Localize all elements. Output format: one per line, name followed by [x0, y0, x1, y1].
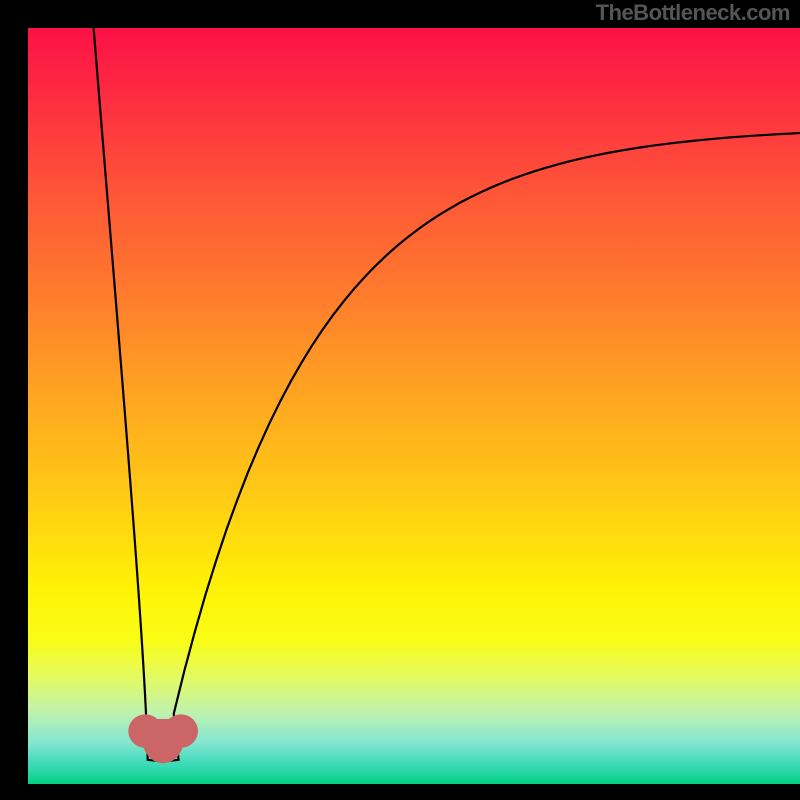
plot-area [28, 28, 800, 784]
watermark-text: TheBottleneck.com [596, 0, 790, 26]
chart-stage: TheBottleneck.com [0, 0, 800, 800]
